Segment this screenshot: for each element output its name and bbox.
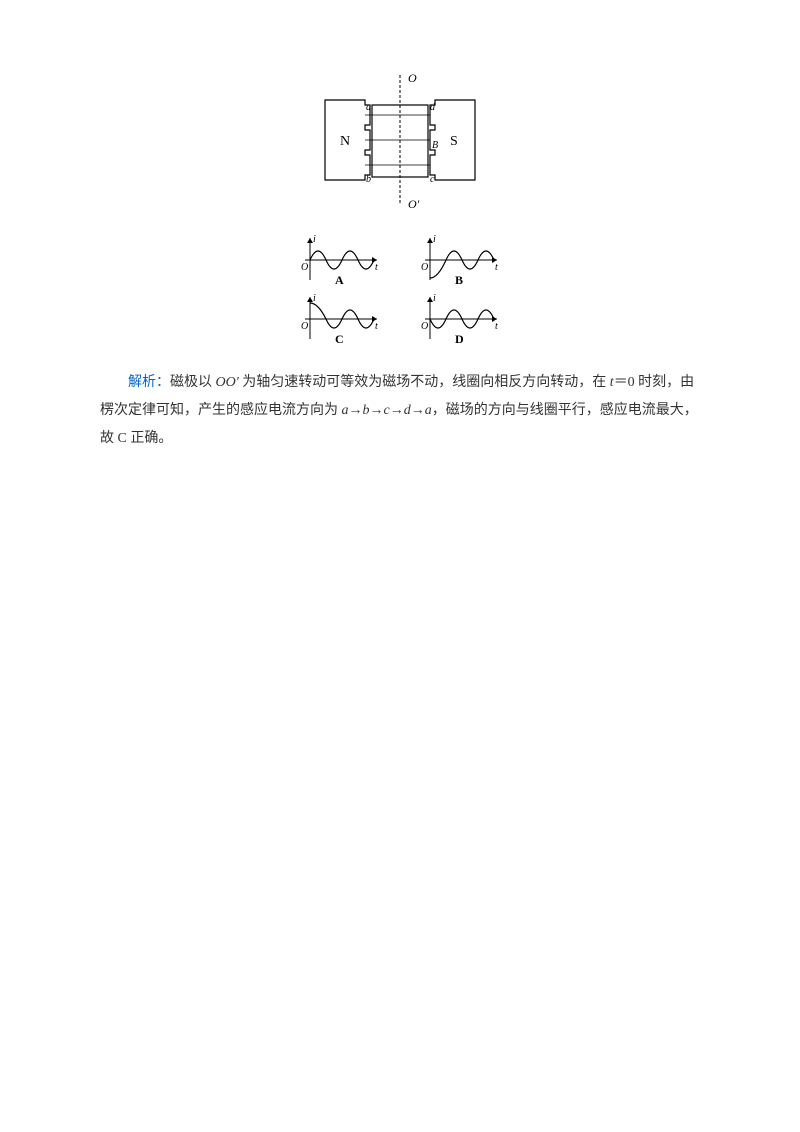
svg-text:i: i (433, 234, 436, 245)
label-O-bottom: O′ (408, 197, 420, 210)
label-c: c (430, 174, 435, 185)
option-D: i t O D (415, 289, 505, 344)
svg-text:i: i (313, 293, 316, 304)
label-B: B (432, 140, 438, 151)
label-a: a (366, 102, 371, 113)
svg-text:O: O (421, 321, 428, 332)
svg-text:B: B (455, 273, 463, 285)
svg-text:i: i (433, 293, 436, 304)
explanation-body: 磁极以 OO′ 为轴匀速转动可等效为磁场不动，线圈向相反方向转动，在 t＝0 时… (100, 375, 698, 446)
explanation-text: 解析：磁极以 OO′ 为轴匀速转动可等效为磁场不动，线圈向相反方向转动，在 t＝… (100, 369, 700, 453)
label-N: N (340, 134, 350, 149)
svg-text:t: t (375, 262, 378, 273)
svg-text:t: t (375, 321, 378, 332)
wave-options: i t O A i t O B (220, 230, 580, 344)
label-O-top: O (408, 71, 417, 85)
svg-text:A: A (335, 273, 344, 285)
svg-text:O: O (301, 262, 308, 273)
svg-text:t: t (495, 321, 498, 332)
generator-diagram: O O′ N S a d b c B (300, 70, 500, 210)
explanation-label: 解析： (128, 375, 170, 390)
svg-text:O: O (421, 262, 428, 273)
svg-text:D: D (455, 332, 464, 344)
label-S: S (450, 134, 458, 149)
svg-text:i: i (313, 234, 316, 245)
option-C: i t O C (295, 289, 385, 344)
label-b: b (366, 174, 371, 185)
svg-text:C: C (335, 332, 344, 344)
generator-svg: O O′ N S a d b c B (310, 70, 490, 210)
option-A: i t O A (295, 230, 385, 285)
svg-text:O: O (301, 321, 308, 332)
option-B: i t O B (415, 230, 505, 285)
svg-text:t: t (495, 262, 498, 273)
